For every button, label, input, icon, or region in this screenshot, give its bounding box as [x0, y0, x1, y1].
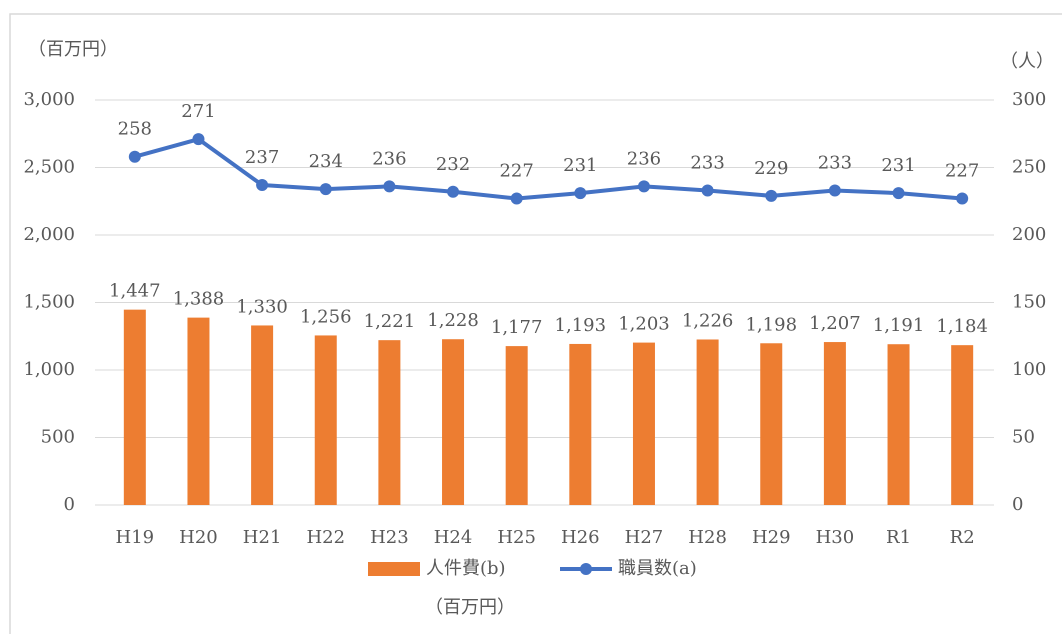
data-label: 1,198: [745, 314, 797, 335]
x-tick-label: H23: [370, 527, 409, 548]
marker: [828, 184, 841, 197]
data-label: 1,193: [555, 315, 607, 336]
bar: [123, 309, 146, 505]
bar: [887, 344, 910, 505]
marker: [319, 183, 332, 196]
data-label: 1,226: [682, 310, 734, 331]
note: （百万円）: [425, 597, 515, 618]
marker: [383, 180, 396, 193]
y2-tick-label: 300: [1012, 89, 1046, 110]
data-label: 1,184: [936, 316, 988, 337]
data-label: 231: [563, 155, 597, 176]
legend-swatch: [580, 563, 592, 575]
marker: [701, 184, 714, 197]
data-label: 229: [754, 158, 788, 179]
y2-tick-label: 250: [1012, 157, 1046, 178]
x-tick-label: H22: [306, 527, 345, 548]
marker: [765, 189, 778, 202]
x-tick-label: H28: [688, 527, 727, 548]
x-tick-label: H27: [625, 527, 664, 548]
bar: [187, 317, 210, 505]
data-label: 1,191: [873, 315, 925, 336]
x-tick-label: H24: [434, 527, 473, 548]
y-tick-label: 0: [64, 494, 75, 515]
bar: [251, 325, 274, 505]
bar: [442, 339, 465, 505]
data-label: 236: [627, 148, 661, 169]
legend-swatch: [368, 562, 420, 576]
x-tick-label: R1: [886, 527, 911, 548]
data-label: 227: [499, 161, 533, 182]
bar: [505, 346, 528, 505]
y-tick-label: 500: [41, 427, 75, 448]
y-tick-label: 2,500: [23, 157, 75, 178]
data-label: 1,203: [618, 314, 670, 335]
data-label: 236: [372, 148, 406, 169]
marker: [956, 192, 969, 205]
y-axis-label: （百万円）: [28, 39, 118, 60]
marker: [637, 180, 650, 193]
bar: [951, 345, 974, 505]
marker: [128, 150, 141, 163]
frame: [9, 13, 1062, 634]
x-tick-label: H25: [497, 527, 536, 548]
x-tick-label: H19: [116, 527, 155, 548]
data-label: 1,177: [491, 317, 543, 338]
y-tick-label: 1,000: [23, 359, 75, 380]
bar: [314, 335, 337, 505]
data-label: 237: [245, 147, 279, 168]
y2-axis-label: （人）: [1000, 51, 1054, 72]
marker: [892, 187, 905, 200]
data-label: 1,330: [236, 296, 288, 317]
bar: [632, 342, 655, 505]
x-tick-label: H26: [561, 527, 600, 548]
data-label: 233: [818, 152, 852, 173]
data-label: 231: [881, 155, 915, 176]
data-label: 227: [945, 161, 979, 182]
y-tick-label: 2,000: [23, 224, 75, 245]
data-label: 1,447: [109, 281, 161, 302]
y2-tick-label: 150: [1012, 292, 1046, 313]
x-tick-label: H29: [752, 527, 791, 548]
marker: [510, 192, 523, 205]
y-tick-label: 1,500: [23, 292, 75, 313]
data-label: 258: [118, 119, 152, 140]
bar: [569, 343, 592, 505]
y2-tick-label: 100: [1012, 359, 1046, 380]
data-label: 271: [181, 101, 215, 122]
y2-tick-label: 200: [1012, 224, 1046, 245]
data-label: 1,207: [809, 313, 861, 334]
data-label: 1,221: [364, 311, 416, 332]
data-label: 1,228: [427, 310, 479, 331]
marker: [447, 185, 460, 198]
marker: [256, 179, 269, 192]
bar: [696, 339, 719, 505]
marker: [192, 133, 205, 146]
legend-label: 人件費(b): [426, 558, 506, 579]
x-tick-label: H21: [243, 527, 282, 548]
y-tick-label: 3,000: [23, 89, 75, 110]
data-label: 1,256: [300, 306, 352, 327]
x-tick-label: H20: [179, 527, 218, 548]
bar: [760, 343, 783, 505]
marker: [574, 187, 587, 200]
y2-tick-label: 50: [1012, 427, 1035, 448]
bar: [823, 342, 846, 505]
data-label: 1,388: [173, 289, 225, 310]
data-label: 233: [690, 152, 724, 173]
bar: [378, 340, 401, 505]
x-tick-label: H30: [816, 527, 855, 548]
y2-tick-label: 0: [1012, 494, 1023, 515]
data-label: 232: [436, 154, 470, 175]
data-label: 234: [309, 151, 343, 172]
line: [134, 137, 963, 201]
legend-label: 職員数(a): [618, 558, 697, 579]
x-tick-label: R2: [950, 527, 975, 548]
